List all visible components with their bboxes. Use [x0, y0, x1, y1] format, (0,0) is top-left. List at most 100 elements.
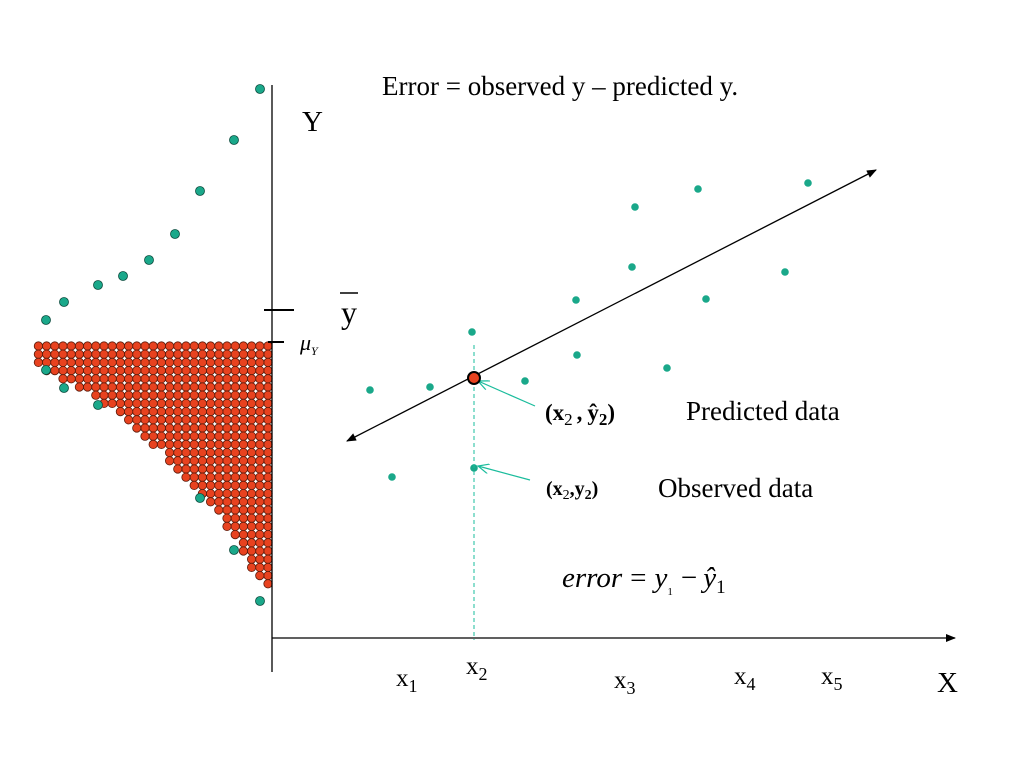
distribution-dot [173, 374, 183, 384]
distribution-dot [263, 398, 273, 408]
distribution-dot [181, 390, 191, 400]
distribution-dot [214, 365, 224, 376]
distribution-dot [189, 480, 199, 490]
distribution-dot [99, 365, 109, 376]
distribution-dot [230, 398, 240, 408]
distribution-dot [156, 439, 166, 449]
lhs: error [562, 562, 623, 594]
distribution-dot [230, 497, 240, 507]
distribution-dot [263, 406, 273, 417]
distribution-dot [214, 464, 224, 474]
distribution-dot [222, 505, 232, 515]
distribution-dot [247, 488, 257, 499]
distribution-dot [247, 374, 257, 384]
paren: ( [546, 478, 553, 500]
distribution-dot [197, 382, 207, 392]
distribution-dot [238, 341, 248, 351]
distribution-dot [230, 431, 240, 441]
distribution-dot [132, 365, 142, 376]
distribution-dot [124, 406, 134, 417]
distribution-dot [173, 349, 183, 359]
distribution-dot [189, 456, 199, 466]
curve-dot [93, 280, 103, 290]
distribution-dot [230, 349, 240, 359]
x-tick-label: x1 [396, 665, 418, 696]
sub: 1 [716, 577, 726, 598]
distribution-dot [238, 472, 248, 482]
distribution-dot [156, 431, 166, 441]
distribution-dot [165, 456, 175, 466]
distribution-dot [238, 349, 248, 359]
data-dot [388, 473, 396, 481]
distribution-dot [214, 439, 224, 449]
distribution-dot [238, 521, 248, 532]
distribution-dot [263, 341, 273, 351]
distribution-dot [124, 374, 134, 384]
distribution-dot [230, 390, 240, 400]
distribution-dot [173, 406, 183, 417]
distribution-dot [247, 349, 257, 359]
distribution-dot [165, 365, 175, 376]
distribution-dot [247, 382, 257, 392]
distribution-dot [263, 357, 273, 367]
distribution-dot [181, 439, 191, 449]
distribution-dot [173, 365, 183, 376]
distribution-dot [238, 488, 248, 499]
distribution-dot [206, 406, 216, 417]
distribution-dot [214, 357, 224, 367]
distribution-dot [255, 562, 265, 573]
distribution-dot [165, 447, 175, 458]
distribution-dot [263, 431, 273, 441]
distribution-dot [165, 398, 175, 408]
distribution-dot [189, 415, 199, 425]
distribution-dot [50, 341, 60, 351]
distribution-dot [206, 472, 216, 482]
distribution-dot [189, 382, 199, 392]
distribution-dot [115, 382, 126, 392]
distribution-dot [189, 341, 199, 351]
distribution-dot [50, 349, 60, 359]
distribution-dot [230, 447, 240, 458]
distribution-dot [189, 390, 199, 400]
distribution-dot [238, 538, 248, 548]
population-mean: μY [299, 330, 319, 358]
sep: , [570, 478, 575, 500]
distribution-dot [238, 529, 248, 540]
sub: 2 [585, 488, 592, 503]
distribution-dot [263, 480, 273, 490]
distribution-dot [263, 447, 273, 458]
distribution-dot [181, 464, 191, 474]
distribution-dot [74, 349, 85, 359]
distribution-dot [74, 374, 85, 384]
curve-dot [41, 365, 51, 375]
distribution-dot [263, 382, 273, 392]
distribution-dot [230, 472, 240, 482]
curve-dot [170, 229, 180, 239]
distribution-dot [165, 349, 175, 359]
distribution-dot [99, 349, 109, 359]
distribution-dot [263, 423, 273, 433]
distribution-dot [255, 521, 265, 532]
eq: = [630, 562, 646, 594]
distribution-dot [156, 357, 166, 367]
distribution-dot [222, 398, 232, 408]
distribution-dot [115, 390, 126, 400]
distribution-dot [58, 357, 68, 367]
distribution-dot [247, 529, 257, 540]
distribution-dot [165, 431, 175, 441]
distribution-dot [197, 447, 207, 458]
distribution-dot [66, 341, 76, 351]
distribution-dot [124, 349, 134, 359]
distribution-dot [181, 365, 191, 376]
distribution-dot [197, 456, 207, 466]
distribution-dot [255, 513, 265, 523]
distribution-dot [214, 341, 224, 351]
distribution-dot [165, 374, 175, 384]
distribution-dot [255, 349, 265, 359]
distribution-dot [238, 431, 248, 441]
distribution-dot [197, 357, 207, 367]
distribution-dot [148, 431, 158, 441]
distribution-dot [255, 570, 265, 581]
distribution-dot [132, 415, 142, 425]
